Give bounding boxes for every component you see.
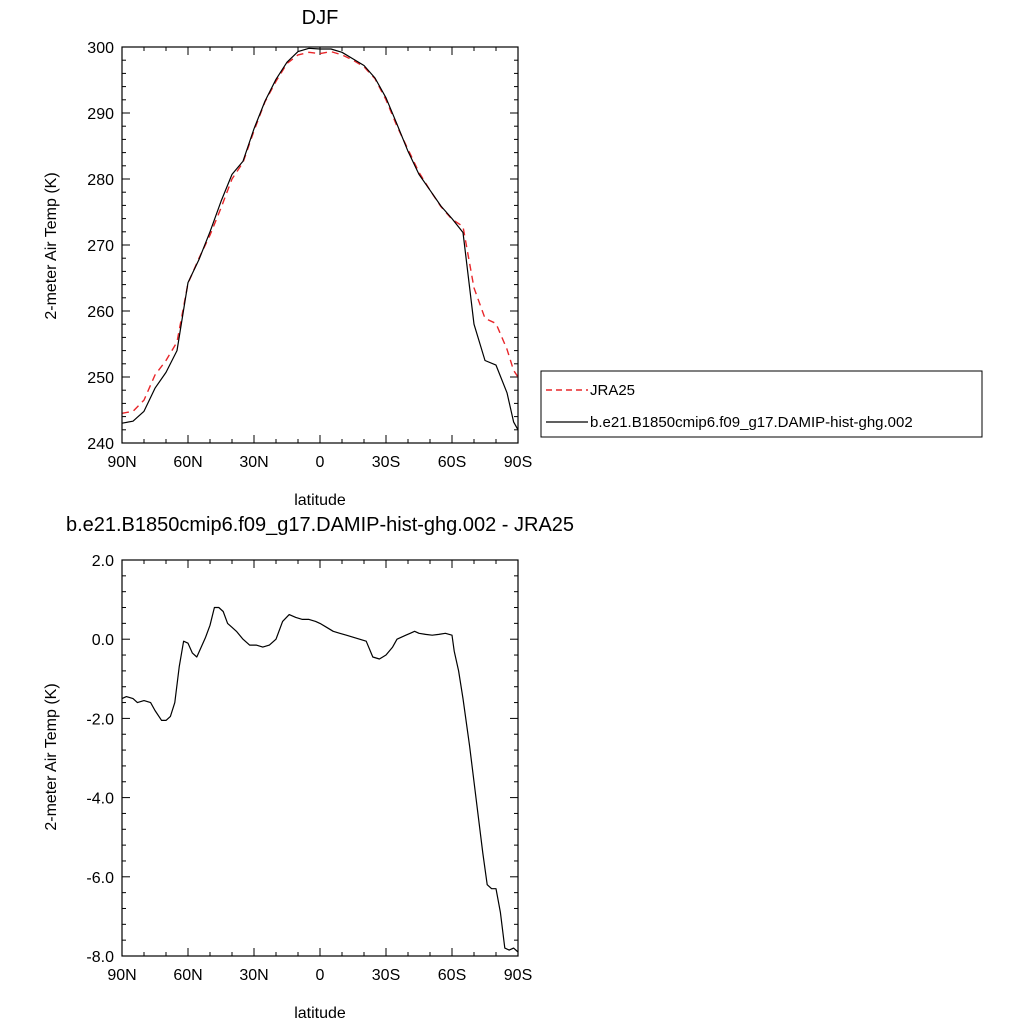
top-chart-title: DJF <box>302 7 339 29</box>
legend-label-jra25: JRA25 <box>590 382 635 399</box>
bottom-chart-title: b.e21.B1850cmip6.f09_g17.DAMIP-hist-ghg.… <box>66 514 574 536</box>
y-tick-label: -6.0 <box>86 870 114 887</box>
y-tick-label: -8.0 <box>86 949 114 966</box>
y-tick-label: 260 <box>87 304 114 321</box>
x-tick-label: 90N <box>107 967 136 984</box>
y-tick-label: 0.0 <box>92 632 114 649</box>
top-ticks: 90N 60N 30N 0 30S 60S 90S 240 250 260 270 280 290 300 <box>87 40 532 471</box>
x-tick-label: 60N <box>173 967 202 984</box>
y-tick-label: 290 <box>87 106 114 123</box>
y-tick-label: 270 <box>87 238 114 255</box>
bottom-x-axis-title: latitude <box>294 1005 346 1022</box>
x-tick-label: 60S <box>438 967 466 984</box>
top-y-axis-title: 2-meter Air Temp (K) <box>43 172 60 319</box>
legend-box <box>540 370 983 438</box>
top-panel: DJF 2-meter Air Temp (K) latitude 90N 60N… <box>43 7 532 509</box>
y-tick-label: 240 <box>87 436 114 453</box>
bottom-plot-frame <box>121 559 519 957</box>
y-tick-label: -2.0 <box>86 711 114 728</box>
top-series-line-1 <box>121 47 519 431</box>
top-series-layer <box>121 47 519 431</box>
x-tick-label: 60S <box>438 454 466 471</box>
y-tick-label: 2.0 <box>92 553 114 570</box>
x-tick-label: 30S <box>372 967 400 984</box>
x-tick-label: 30N <box>239 967 268 984</box>
x-tick-label: 0 <box>316 967 325 984</box>
x-tick-label: 90N <box>107 454 136 471</box>
y-tick-label: 250 <box>87 370 114 387</box>
x-tick-label: 60N <box>173 454 202 471</box>
bottom-ticks: 90N 60N 30N 0 30S 60S 90S 2.0 0.0 -2.0 -4.0 -6.0 -8.… <box>86 553 532 984</box>
x-tick-label: 90S <box>504 454 532 471</box>
legend-label-model: b.e21.B1850cmip6.f09_g17.DAMIP-hist-ghg.… <box>590 414 913 431</box>
legend: JRA25 b.e21.B1850cmip6.f09_g17.DAMIP-his… <box>540 370 983 438</box>
y-tick-label: 300 <box>87 40 114 57</box>
y-tick-label: -4.0 <box>86 791 114 808</box>
x-tick-label: 30N <box>239 454 268 471</box>
x-tick-label: 30S <box>372 454 400 471</box>
bottom-panel: b.e21.B1850cmip6.f09_g17.DAMIP-hist-ghg.… <box>43 514 574 1022</box>
bottom-series-line-0 <box>121 606 519 953</box>
y-tick-label: 280 <box>87 172 114 189</box>
top-plot-frame <box>121 46 519 444</box>
bottom-series-layer <box>121 606 519 953</box>
x-tick-label: 90S <box>504 967 532 984</box>
top-series-line-0 <box>121 50 519 414</box>
x-tick-label: 0 <box>316 454 325 471</box>
top-x-axis-title: latitude <box>294 492 346 509</box>
bottom-y-axis-title: 2-meter Air Temp (K) <box>43 683 60 830</box>
